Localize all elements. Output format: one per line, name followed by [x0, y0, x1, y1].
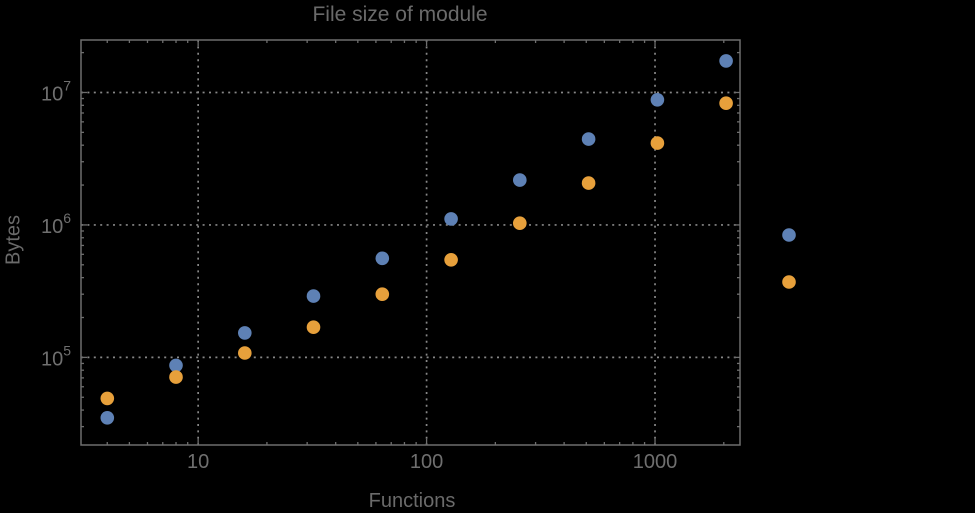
- legend-marker-series-2: [782, 275, 796, 289]
- series-1-point-x1024: [650, 93, 665, 107]
- data-points: [100, 54, 733, 425]
- series-2-point-x64: [375, 287, 390, 302]
- series-2-point-x4: [100, 391, 115, 406]
- series-1-point-x2048: [719, 54, 733, 68]
- series-2-point-x128: [444, 252, 458, 267]
- series-1-point-x32: [306, 289, 321, 303]
- y-axis-label: Bytes: [3, 215, 25, 265]
- plot-frame: [80, 39, 741, 446]
- chart-title: File size of module: [312, 3, 487, 26]
- y-tick-label-100000: 105: [41, 342, 71, 370]
- series-1-point-x16: [238, 326, 252, 340]
- y-tick-label-10000000: 107: [41, 77, 71, 105]
- series-2-point-x512: [581, 176, 596, 190]
- x-tick-label-10: 10: [187, 451, 209, 473]
- series-2-point-x256: [513, 216, 527, 230]
- x-tick-label-1000: 1000: [633, 451, 678, 473]
- gridlines: [81, 40, 740, 445]
- tick-labels: 10 100 1000 105 106 107: [41, 77, 677, 473]
- series-1-point-x64: [375, 251, 390, 266]
- series-1-point-x256: [513, 173, 527, 187]
- legend: [782, 228, 796, 289]
- series-2-point-x1024: [650, 136, 665, 150]
- y-tick-label-1000000: 106: [41, 210, 71, 238]
- series-1-point-x8: [169, 358, 183, 373]
- series-2-point-x8: [169, 370, 183, 384]
- series-2-point-x32: [306, 320, 321, 335]
- series-1-point-x128: [444, 212, 458, 226]
- series-1-point-x4: [100, 411, 115, 425]
- legend-marker-series-1: [782, 228, 796, 242]
- x-axis-label: Functions: [369, 490, 456, 512]
- series-2-point-x2048: [719, 96, 733, 110]
- series-2-point-x16: [238, 346, 252, 360]
- axis-ticks: [81, 40, 740, 445]
- series-1-point-x512: [581, 132, 596, 146]
- x-tick-label-100: 100: [410, 451, 443, 473]
